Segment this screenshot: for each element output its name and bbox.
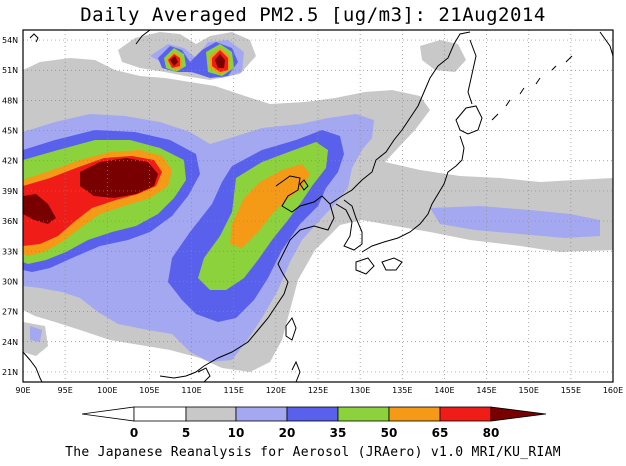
lat-tick-label: 30N [2,277,18,286]
lon-tick-label: 90E [15,386,30,395]
lat-tick-label: 39N [2,187,18,196]
colorbar-seg-50-65 [388,406,441,422]
map-title: Daily Averaged PM2.5 [ug/m3]: 21Aug2014 [80,4,546,26]
colorbar-seg-0-5 [133,406,187,422]
lon-tick-label: 155E [561,386,581,395]
lon-tick-label: 130E [350,386,370,395]
colorbar-seg-20-35 [286,406,339,422]
colorbar-seg-35-50 [337,406,390,422]
colorbar-seg-5-10 [185,406,237,422]
contour-above-80 [23,54,225,224]
colorbar-below-arrow [81,406,135,422]
colorbar-seg-65-80 [439,406,492,422]
lon-tick-label: 135E [392,386,412,395]
colorbar-label: 20 [279,426,296,440]
colorbar [81,406,547,422]
lon-tick-label: 150E [519,386,539,395]
lat-tick-label: 21N [2,368,18,377]
lat-tick-label: 33N [2,247,18,256]
longitude-tick-labels: 90E 95E 100E 105E 110E 115E 120E 125E 130E 135E 14… [15,386,623,395]
lon-tick-label: 100E [97,386,117,395]
lon-tick-label: 125E [308,386,328,395]
colorbar-label: 80 [483,426,500,440]
coastlines [23,30,613,382]
lat-tick-label: 51N [2,66,18,75]
colorbar-label: 35 [330,426,347,440]
lat-tick-label: 45N [2,127,18,136]
footer-credit: The Japanese Reanalysis for Aerosol (JRA… [65,445,561,460]
pm25-concentration-field [23,32,613,372]
lat-tick-label: 24N [2,338,18,347]
colorbar-labels: 0 5 10 20 35 50 65 80 [130,426,500,440]
lon-tick-label: 115E [224,386,244,395]
colorbar-label: 10 [228,426,245,440]
lat-tick-label: 48N [2,96,18,105]
colorbar-seg-10-20 [235,406,288,422]
lon-tick-label: 120E [266,386,286,395]
lat-tick-label: 54N [2,36,18,45]
lat-tick-label: 36N [2,217,18,226]
map-frame [22,29,614,383]
lon-tick-label: 145E [476,386,496,395]
latitude-tick-labels: 21N 24N 27N 30N 33N 36N 39N 42N 45N 48N 51N 54N [2,36,18,377]
lat-tick-label: 42N [2,157,18,166]
lat-tick-label: 27N [2,308,18,317]
lon-tick-label: 105E [139,386,159,395]
lon-tick-label: 95E [58,386,73,395]
colorbar-label: 0 [130,426,138,440]
colorbar-label: 65 [432,426,449,440]
lon-tick-label: 110E [181,386,201,395]
lon-tick-label: 140E [434,386,454,395]
colorbar-label: 5 [182,426,190,440]
lon-tick-label: 160E [603,386,623,395]
colorbar-above-arrow [490,406,547,422]
grid-lines [23,30,613,382]
colorbar-label: 50 [381,426,398,440]
